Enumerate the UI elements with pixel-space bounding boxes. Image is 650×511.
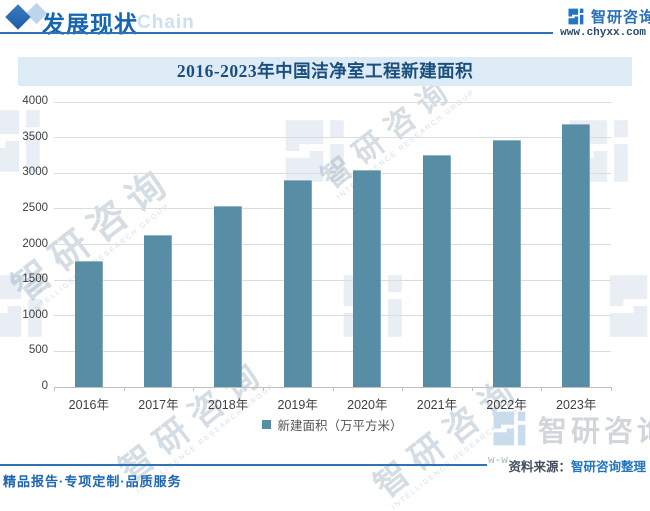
gridline-y3000 <box>54 172 611 174</box>
source-label: 资料来源： <box>508 460 571 474</box>
brand-url-link[interactable]: www.chyxx.com <box>560 27 646 39</box>
y-axis-tick-label: 3500 <box>22 130 48 143</box>
gridline-y3500 <box>54 137 611 139</box>
x-axis-tick-mark <box>262 387 264 391</box>
bar-2020年 <box>353 170 382 387</box>
chart-title: 2016-2023年中国洁净室工程新建面积 <box>176 61 474 81</box>
y-axis-tick-label: 2000 <box>22 237 48 250</box>
x-axis-tick-label: 2018年 <box>207 398 249 412</box>
y-axis-tick-label: 4000 <box>22 95 48 107</box>
footer-divider <box>0 464 487 466</box>
y-axis-tick-label: 1500 <box>22 273 48 286</box>
gridline-y2500 <box>54 208 611 210</box>
x-axis-tick-label: 2019年 <box>277 398 318 412</box>
footer-slogan: 精品报告·专项定制·品质服务 <box>3 474 182 489</box>
x-axis-tick-mark <box>193 387 195 391</box>
brand-name: 智研咨询 <box>591 9 650 26</box>
gridline-y1500 <box>54 279 611 281</box>
x-axis-tick-label: 2021年 <box>416 398 458 412</box>
x-axis-tick-mark <box>471 387 473 391</box>
x-axis-tick-label: 2017年 <box>138 398 179 412</box>
x-axis-tick-mark <box>123 387 125 391</box>
x-axis-tick-mark <box>541 387 543 391</box>
bar-2019年 <box>283 180 312 387</box>
diamond-icon <box>5 4 31 30</box>
gridline-y2000 <box>54 244 611 245</box>
watermark-en: INTELLIGENCE RESEARCH GROUP <box>390 398 532 511</box>
bar-2023年 <box>562 123 591 387</box>
source-value: 智研咨询整理 <box>570 460 646 474</box>
data-source: 资料来源：智研咨询整理 <box>508 456 646 475</box>
bar-2016年 <box>74 260 103 387</box>
bar-2018年 <box>214 206 243 387</box>
gridline-y4000 <box>54 101 611 103</box>
watermark-www-text: w-w <box>488 455 508 467</box>
gridline-y500 <box>54 350 611 352</box>
legend-swatch <box>262 420 272 429</box>
zhiyan-logo-icon <box>568 8 584 25</box>
bar-2017年 <box>144 235 173 387</box>
y-axis-tick-label: 500 <box>28 344 48 357</box>
watermark-cjk: 智研咨询 <box>367 367 530 506</box>
y-axis-tick-label: 1000 <box>22 308 48 321</box>
x-axis-tick-mark <box>54 387 55 391</box>
gridline-y1000 <box>54 315 611 317</box>
y-axis-tick-label: 2500 <box>22 201 48 214</box>
x-axis-tick-label: 2022年 <box>486 398 527 412</box>
brand-lockup: 智研咨询 <box>565 6 650 27</box>
x-axis-tick-label: 2016年 <box>68 398 109 412</box>
bar-2022年 <box>492 139 521 387</box>
legend: 新建面积（万平方米） <box>54 415 611 434</box>
x-axis-tick-label: 2023年 <box>556 398 597 412</box>
x-axis-tick-mark <box>332 387 334 391</box>
header-background-word: Chain <box>137 12 195 33</box>
legend-label: 新建面积（万平方米） <box>277 419 403 433</box>
bar-2021年 <box>422 154 451 387</box>
x-axis-tick-mark <box>402 387 404 391</box>
x-axis-tick-mark <box>611 387 612 391</box>
y-axis-tick-label: 0 <box>41 380 48 392</box>
plot-area: 0 500 1000 1500 2000 2500 3000 3500 4000 2016年 201… <box>22 95 612 412</box>
x-axis-tick-label: 2020年 <box>347 398 388 412</box>
header-divider <box>0 32 553 34</box>
chart-title-banner: 2016-2023年中国洁净室工程新建面积 <box>18 57 632 86</box>
y-axis-tick-label: 3000 <box>22 166 48 179</box>
